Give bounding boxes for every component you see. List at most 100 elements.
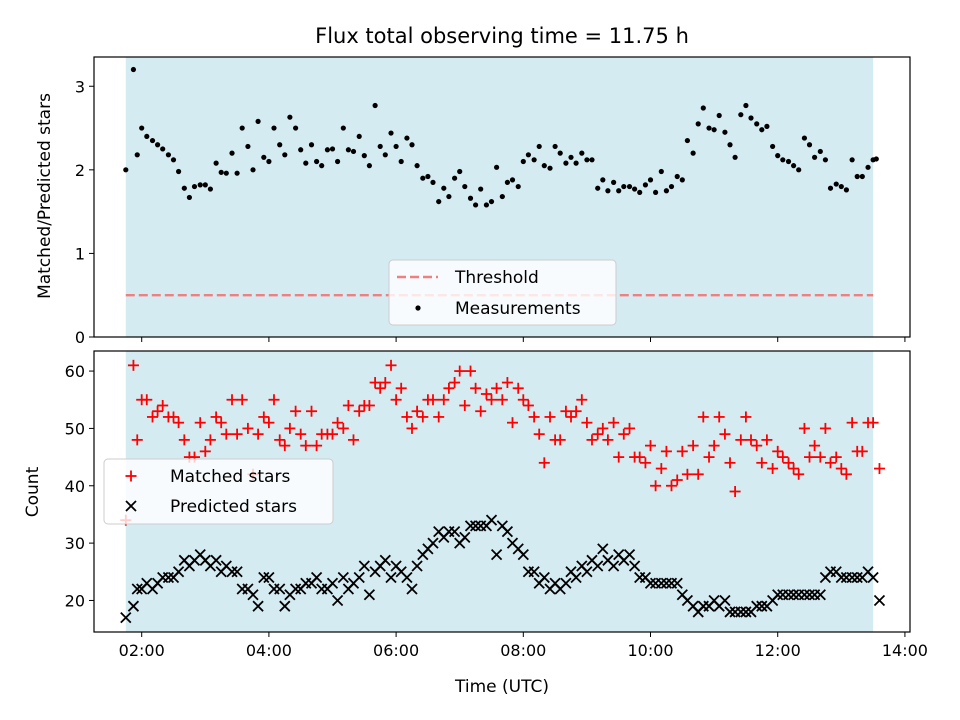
y-tick-label: 1 [75, 244, 85, 263]
matched-star-point [592, 428, 604, 440]
measurement-point [716, 112, 722, 119]
matched-star-point [204, 434, 216, 446]
matched-star-point [840, 468, 852, 480]
measurement-point [404, 135, 410, 141]
measurement-point [245, 143, 251, 150]
matched-star-point [788, 463, 800, 475]
measurement-point [743, 102, 749, 109]
measurement-point [738, 112, 744, 118]
predicted-star-point [719, 594, 731, 607]
matched-star-point [719, 428, 731, 440]
measurement-point [308, 142, 315, 148]
measurement-point [754, 121, 760, 127]
matched-star-point [756, 457, 768, 469]
measurement-point [409, 142, 415, 148]
matched-star-point [347, 434, 359, 446]
x-b [867, 571, 879, 584]
measurement-point [520, 158, 526, 165]
x-b [469, 520, 482, 532]
measurement-point [483, 202, 490, 208]
y-tick-label: 3 [75, 77, 85, 96]
matched-star-point [602, 434, 614, 446]
matched-star-point [226, 394, 238, 406]
predicted-star-point [231, 566, 243, 578]
matched-star-point [220, 428, 232, 440]
measurement-point [647, 177, 654, 183]
measurement-point [473, 202, 479, 208]
measurement-point [849, 157, 855, 163]
matched-star-point [767, 463, 779, 475]
x-b [199, 554, 211, 566]
x-b [172, 566, 185, 578]
measurement-point [684, 137, 690, 144]
matched-star-point [533, 428, 545, 440]
measurement-point [457, 168, 463, 175]
measurement-point [170, 157, 177, 163]
predicted-star-point [358, 560, 370, 572]
predicted-star-point [538, 571, 550, 584]
measurement-point [589, 157, 595, 163]
y-axis-label-top: Matched/Predicted stars [35, 93, 55, 299]
matched-star-point [544, 411, 556, 423]
measurement-point [525, 152, 531, 158]
measurement-point [361, 153, 367, 159]
matched-star-point [777, 451, 789, 463]
matched-star-point [433, 411, 445, 423]
matched-star-point [681, 468, 693, 480]
matched-star-point [856, 445, 868, 457]
predicted-star-point [448, 526, 461, 538]
predicted-star-point [756, 600, 768, 612]
measurement-point [134, 152, 140, 158]
predicted-star-point [363, 589, 376, 601]
measurement-point [446, 193, 452, 200]
measurement-point [531, 157, 537, 163]
matched-star-point [486, 394, 498, 406]
predicted-star-point [772, 589, 784, 601]
measurement-point [239, 125, 245, 131]
matched-star-point [687, 440, 699, 452]
predicted-star-point [660, 577, 673, 589]
measurement-point [706, 125, 712, 131]
x-b [411, 560, 423, 572]
matched-star-point [783, 457, 795, 469]
measurement-point [223, 170, 229, 176]
x-b [628, 560, 641, 572]
x-b [385, 571, 397, 584]
predicted-star-point [427, 537, 439, 549]
measurement-point [642, 182, 649, 188]
matched-star-point [735, 434, 747, 446]
measurement-point [266, 158, 272, 165]
x-b [252, 600, 264, 612]
predicted-star-point [120, 612, 132, 624]
matched-star-point [152, 405, 164, 417]
matched-star-point [131, 434, 143, 446]
measurement-point [652, 189, 659, 196]
measurement-point [234, 170, 240, 176]
legend-box [388, 259, 617, 326]
measurement-point [181, 185, 187, 191]
measurement-point [191, 183, 198, 190]
measurement-point [250, 167, 256, 173]
x-tick-label: 08:00 [500, 641, 546, 660]
matched-star-point [835, 463, 847, 475]
measurement-point [695, 121, 701, 127]
matched-star-point [379, 377, 391, 389]
matched-star-point [634, 451, 646, 463]
measurement-point [345, 147, 352, 153]
predicted-star-point [846, 571, 858, 584]
x-b [782, 589, 795, 601]
predicted-star-point [385, 571, 397, 584]
matched-star-point [215, 417, 227, 429]
x-b [141, 577, 153, 589]
predicted-star-point [517, 548, 529, 561]
matched-star-point [475, 405, 487, 417]
x-b [464, 520, 477, 532]
x-b [803, 589, 816, 601]
matched-star-point [819, 422, 831, 434]
predicted-star-point [607, 560, 620, 572]
measurement-point [579, 150, 585, 156]
predicted-star-point [735, 606, 747, 618]
x-b [490, 548, 503, 561]
y-tick-label: 40 [65, 477, 85, 496]
matched-star-point [655, 463, 667, 475]
